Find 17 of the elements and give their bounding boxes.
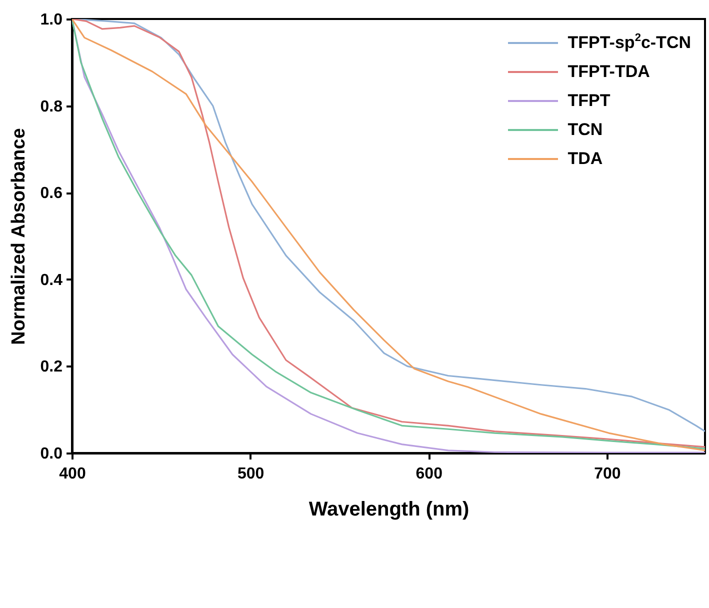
y-axis-title: Normalized Absorbance — [8, 128, 30, 345]
legend-label: TCN — [568, 120, 603, 140]
legend-label: TFPT — [568, 90, 610, 110]
y-tick-label: 0.2 — [40, 358, 63, 376]
legend-label: TFPT-sp$^{2}$c-TCN — [568, 32, 691, 52]
legend-label: TFPT-TDA — [568, 62, 650, 82]
legend-label: TDA — [568, 148, 603, 168]
x-tick-label: 400 — [59, 466, 86, 482]
y-tick-label: 0.4 — [40, 272, 63, 289]
x-tick-label: 700 — [594, 466, 621, 482]
y-tick-label: 0.6 — [40, 185, 63, 202]
x-tick-label: 600 — [416, 466, 443, 482]
y-tick-label: 0.0 — [40, 446, 63, 462]
y-tick-label: 1.0 — [40, 12, 63, 28]
x-tick-label: 500 — [237, 466, 264, 482]
y-tick-label: 0.8 — [40, 98, 63, 116]
x-axis-title: Wavelength (nm) — [308, 498, 470, 520]
